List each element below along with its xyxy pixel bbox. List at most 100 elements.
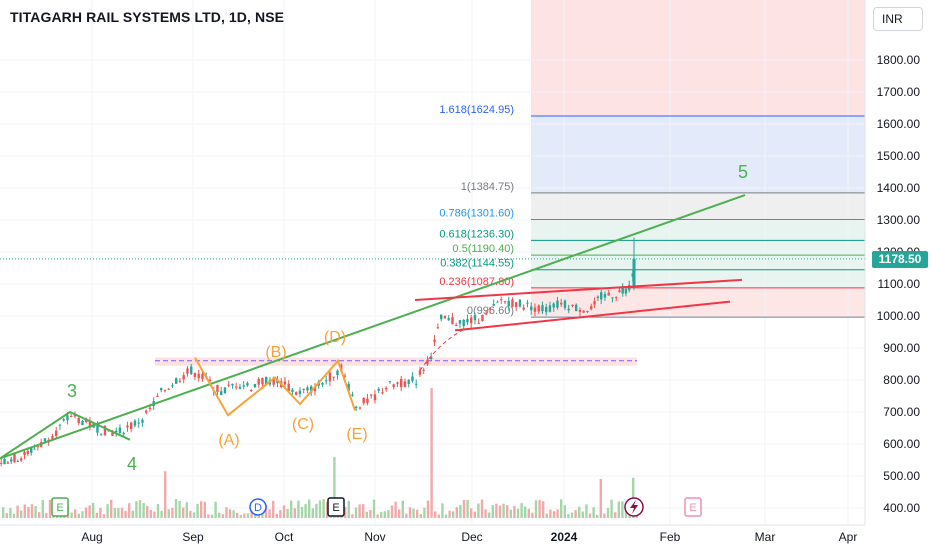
candle-body [590, 306, 593, 310]
candle-body [578, 309, 582, 312]
candle-body [381, 392, 384, 394]
candle-body [16, 460, 20, 462]
volume-bar [167, 509, 170, 518]
volume-bar [419, 514, 422, 518]
volume-bar [27, 507, 30, 518]
volume-bar [326, 501, 329, 518]
candle-body [481, 314, 484, 321]
candle-body [163, 390, 167, 392]
volume-bar [509, 509, 512, 518]
candle-body [328, 372, 332, 382]
candle-body [265, 376, 268, 385]
candle-body [77, 417, 80, 424]
candle-body [556, 300, 559, 308]
volume-bar [297, 500, 300, 518]
volume-bar [74, 509, 77, 518]
volume-bar [610, 499, 613, 518]
y-tick-3: 1500.00 [877, 149, 921, 163]
candle-body [238, 386, 242, 389]
candle-body [466, 319, 469, 323]
volume-bar [437, 514, 440, 518]
volume-bar [534, 500, 538, 518]
volume-bar [502, 503, 505, 518]
candle-body [515, 302, 518, 307]
volume-bar [614, 512, 617, 518]
candle-body [477, 322, 480, 324]
volume-bar [412, 508, 415, 518]
candle-body [492, 303, 495, 306]
volume-bar [621, 501, 624, 518]
resistance-band [155, 357, 637, 366]
candle-body [458, 320, 462, 324]
candle-body [422, 369, 425, 371]
volume-bar [462, 499, 466, 518]
candle-body [51, 436, 54, 439]
volume-bar [441, 503, 444, 518]
volume-bar [228, 509, 232, 518]
y-tick-7: 1100.00 [878, 277, 921, 291]
volume-bar [124, 510, 127, 518]
candle-body [160, 388, 163, 391]
volume-bar [344, 506, 347, 518]
event-marker-1 [249, 498, 267, 516]
y-tick-10: 800.00 [883, 373, 920, 387]
candle-body [250, 390, 253, 392]
candle-body [242, 385, 245, 387]
candle-body [167, 388, 170, 390]
candle-body [385, 387, 388, 390]
volume-bar [81, 511, 84, 518]
candle-body [362, 397, 365, 403]
volume-bar [113, 507, 116, 518]
volume-bar [567, 514, 570, 518]
fib-label-3: 0.618(1236.30) [439, 228, 514, 240]
candle-body [358, 407, 362, 409]
fib-label-7: 0(996.60) [467, 305, 514, 317]
volume-bar [135, 501, 138, 518]
volume-bar [477, 503, 480, 518]
volume-bar [34, 506, 37, 518]
volume-bar [185, 502, 188, 518]
fib-zone-grey [531, 192, 865, 220]
volume-bar [117, 507, 120, 518]
candle-body [141, 419, 144, 423]
volume-bar [491, 505, 494, 518]
volume-bar [430, 388, 433, 518]
volume-bar [531, 512, 534, 518]
volume-bar [570, 512, 574, 518]
volume-bar [484, 509, 487, 518]
volume-bar [455, 507, 458, 518]
currency-selector[interactable]: INR [873, 7, 923, 31]
candle-body [96, 425, 99, 433]
volume-bar [405, 513, 408, 518]
wave-label-4: (B) [265, 344, 286, 361]
candle-body [231, 383, 234, 386]
volume-bar [448, 510, 451, 518]
y-tick-13: 500.00 [883, 469, 920, 483]
volume-bar [426, 500, 430, 518]
volume-bar [599, 479, 602, 518]
volume-bar [239, 514, 242, 518]
candle-body [403, 381, 407, 387]
volume-bar [498, 505, 502, 518]
x-tick-7: Mar [755, 530, 776, 544]
volume-bar [106, 504, 109, 518]
volume-bar [585, 504, 588, 518]
volume-bar [225, 507, 228, 518]
volume-bar [545, 513, 548, 518]
candle-body [186, 368, 189, 374]
candle-body [366, 398, 369, 403]
candle-body [0, 462, 3, 464]
volume-bar [596, 514, 599, 518]
candle-body [615, 297, 618, 299]
candle-body [257, 378, 260, 385]
volume-bar [77, 513, 80, 518]
volume-bar [473, 511, 476, 518]
candle-body [193, 372, 197, 377]
candle-body [611, 297, 614, 299]
candle-body [351, 394, 354, 396]
fib-label-1: 1(1384.75) [461, 181, 514, 193]
volume-bar [369, 509, 372, 518]
volume-bar [506, 505, 509, 518]
event-marker-label-0: E [56, 502, 63, 514]
